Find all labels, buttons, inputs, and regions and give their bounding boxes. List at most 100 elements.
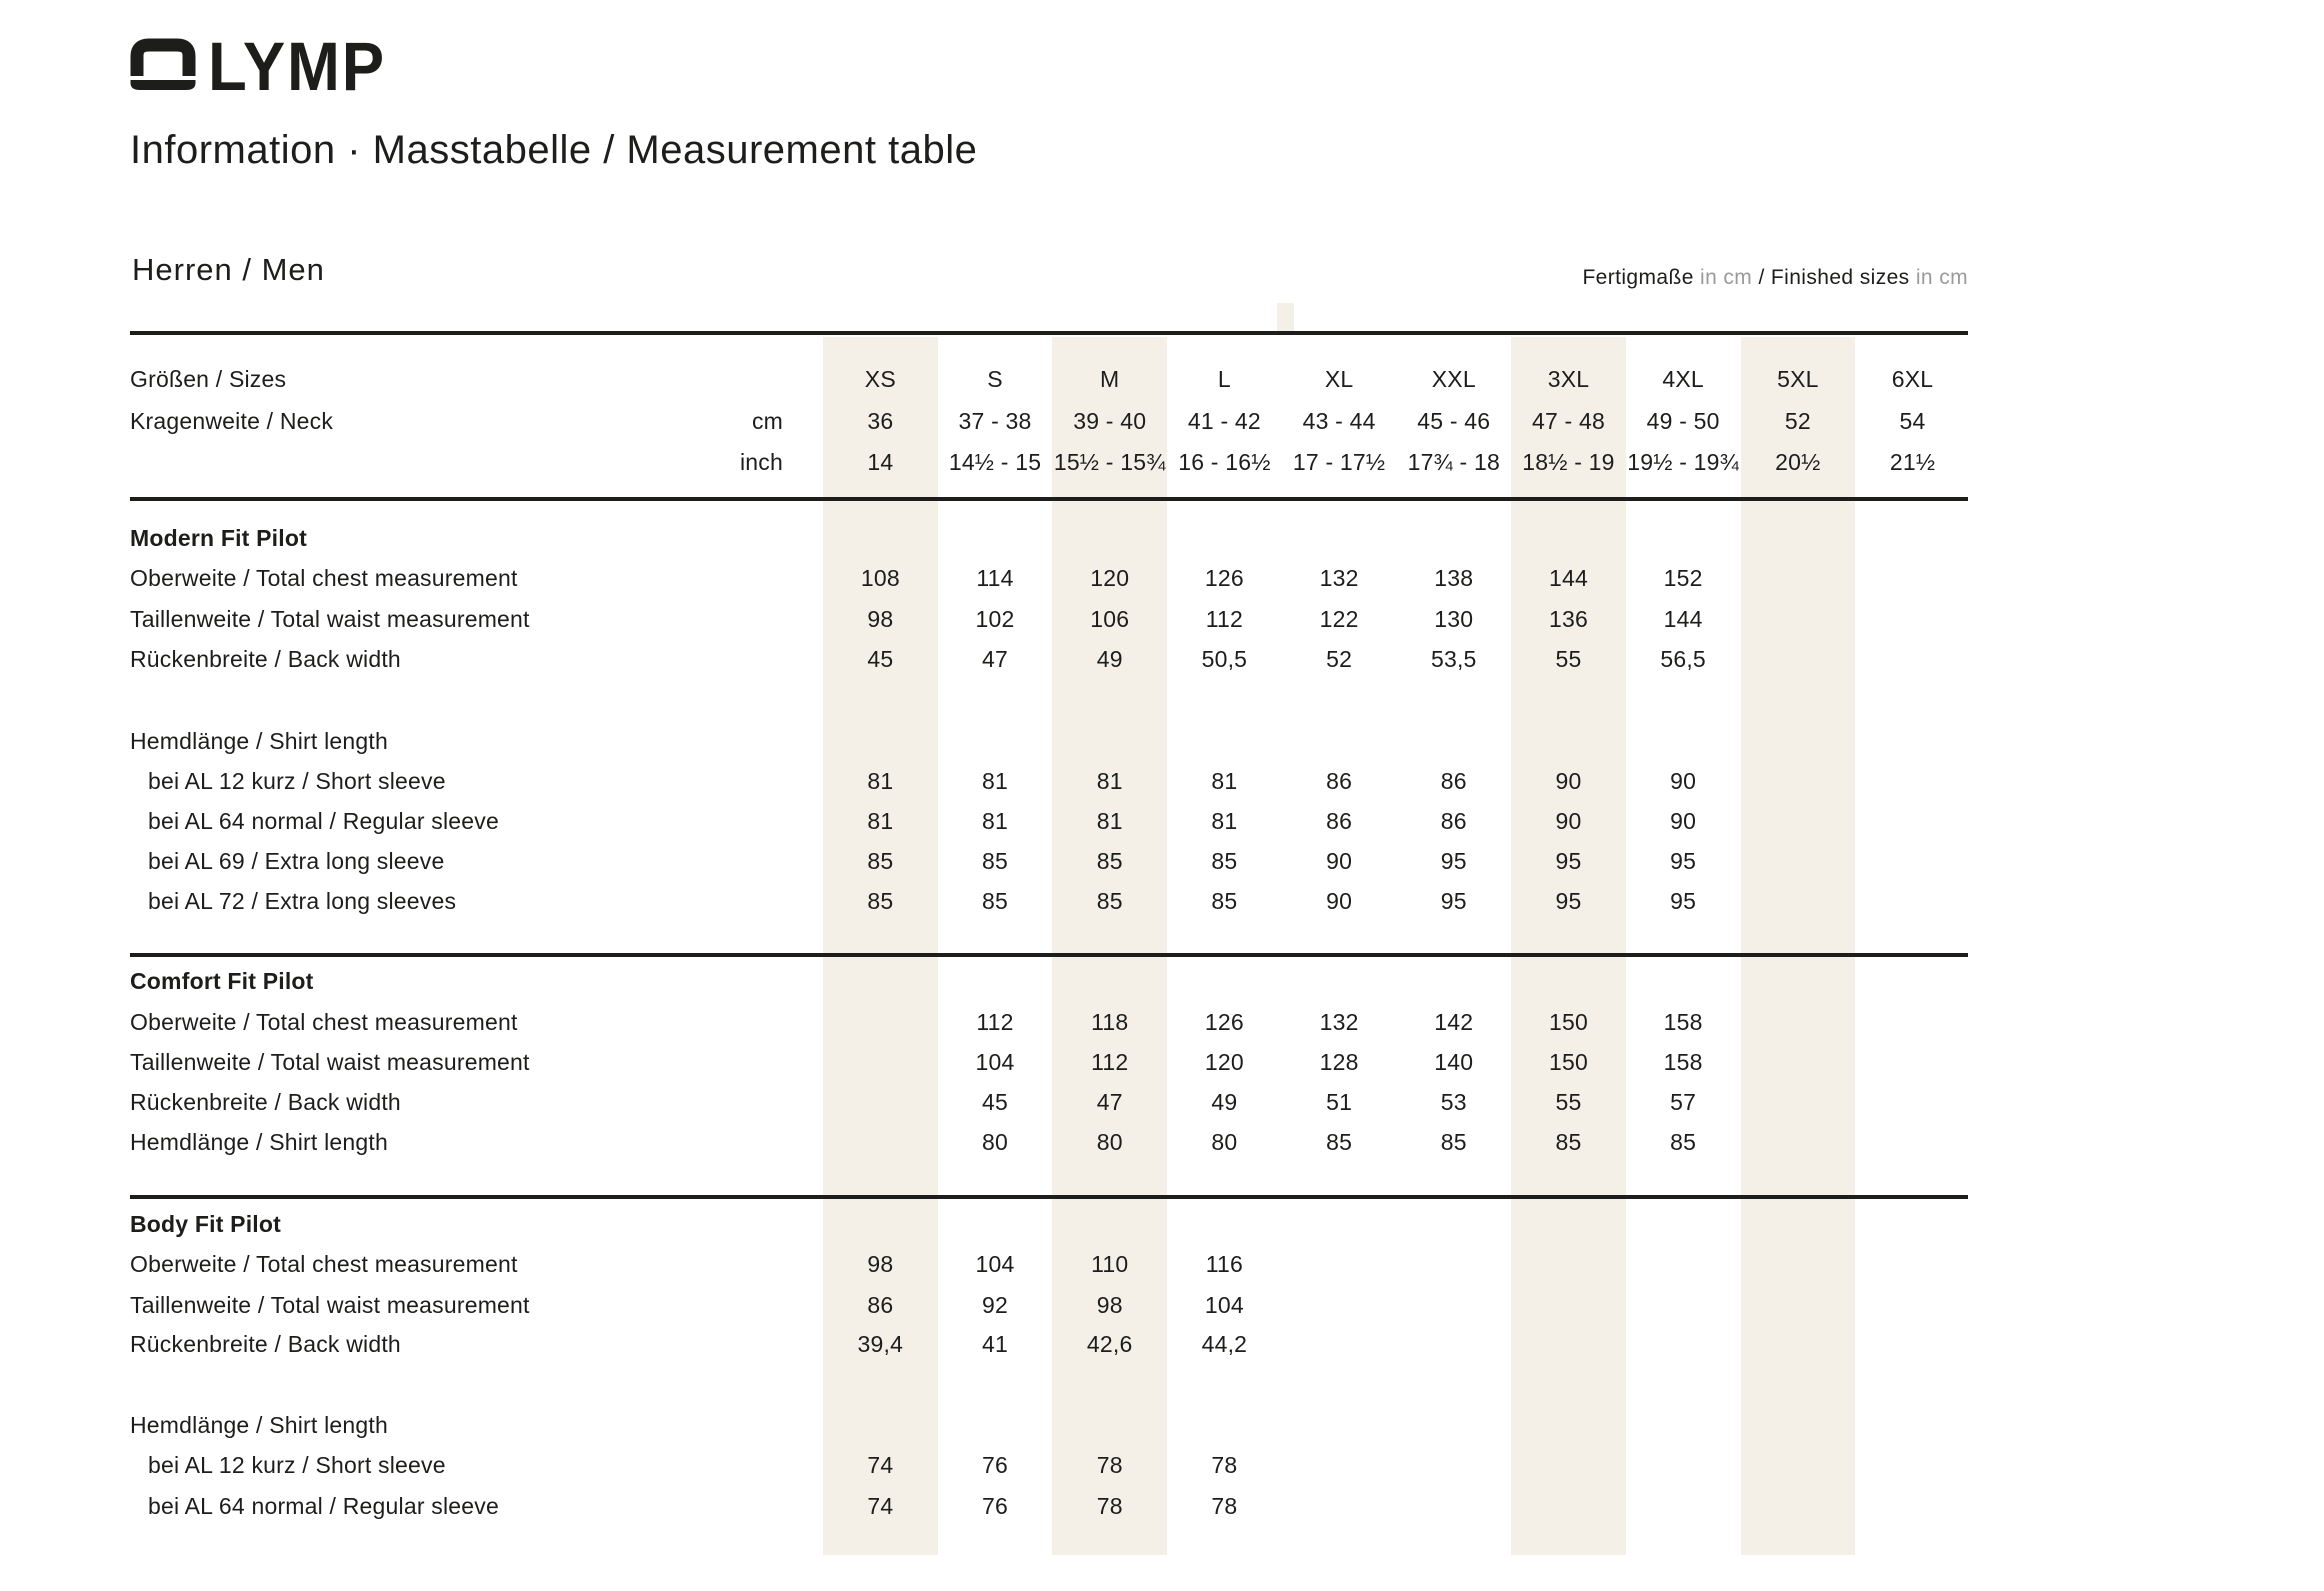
- value-cell: 126: [1204, 564, 1244, 591]
- value-cell: 85: [1670, 1128, 1697, 1155]
- table-row: Oberweite / Total chest measurement 98 104…: [130, 1247, 1970, 1281]
- value-cell: 158: [1663, 1048, 1703, 1075]
- value-cell: 90: [1670, 767, 1697, 794]
- value-cell: 80: [982, 1128, 1009, 1155]
- table-row: Rückenbreite / Back width 45 47 49 50,5 52 53,…: [130, 642, 1970, 676]
- value-cell: 140: [1434, 1048, 1474, 1075]
- value-cell: 49: [1096, 645, 1123, 672]
- value-cell: 142: [1434, 1008, 1474, 1035]
- table-row: Hemdlänge / Shirt length 80 80 80 85 85 85 85: [130, 1125, 1970, 1159]
- unit-note-part: Fertigmaße: [1582, 266, 1701, 289]
- value-cell: 39 - 40: [1073, 407, 1147, 434]
- value-cell: 39,4: [857, 1330, 904, 1357]
- value-cell: 21½: [1889, 448, 1936, 475]
- value-cell: 144: [1663, 605, 1703, 632]
- value-cell: 78: [1211, 1492, 1238, 1519]
- table-row: bei AL 12 kurz / Short sleeve 81 81 81 81 86 8…: [130, 764, 1970, 798]
- value-cell: 74: [867, 1451, 894, 1478]
- value-cell: 17¾ - 18: [1407, 448, 1500, 475]
- value-cell: 45: [982, 1088, 1009, 1115]
- value-cell: 81: [1096, 807, 1123, 834]
- value-cell: 92: [982, 1291, 1009, 1318]
- divider-line: [130, 953, 1968, 957]
- size-column-header: S: [987, 365, 1003, 392]
- value-cell: 85: [1440, 1128, 1467, 1155]
- value-cell: 85: [1211, 887, 1238, 914]
- value-cell: 98: [1096, 1291, 1123, 1318]
- value-cell: 53,5: [1430, 645, 1477, 672]
- value-cell: 49: [1211, 1088, 1238, 1115]
- value-cell: 104: [975, 1250, 1015, 1277]
- value-cell: 118: [1091, 1008, 1129, 1035]
- unit-note-part: / Finished sizes: [1752, 266, 1916, 289]
- value-cell: 81: [867, 767, 894, 794]
- row-label: bei AL 72 / Extra long sleeves: [148, 887, 457, 914]
- table-row: bei AL 64 normal / Regular sleeve 81 81 81 8…: [130, 804, 1970, 838]
- value-cell: 85: [1326, 1128, 1353, 1155]
- page-title: Information · Masstabelle / Measurement …: [130, 128, 978, 172]
- value-cell: 81: [982, 767, 1009, 794]
- value-cell: 36: [867, 407, 894, 434]
- value-cell: 95: [1440, 887, 1467, 914]
- table-row: Rückenbreite / Back width 45 47 49 51 53 55 57: [130, 1085, 1970, 1119]
- value-cell: 45: [867, 645, 894, 672]
- value-cell: 95: [1555, 887, 1582, 914]
- table-row: Hemdlänge / Shirt length: [130, 724, 1970, 758]
- value-cell: 132: [1319, 1008, 1359, 1035]
- value-cell: 98: [867, 605, 894, 632]
- olymp-logo-o-mark: [130, 38, 196, 90]
- value-cell: 76: [982, 1492, 1009, 1519]
- table-row: Taillenweite / Total waist measurement 86…: [130, 1288, 1970, 1322]
- value-cell: 80: [1096, 1128, 1123, 1155]
- table-row: Taillenweite / Total waist measurement 10…: [130, 1045, 1970, 1079]
- size-column-header: 4XL: [1662, 365, 1704, 392]
- value-cell: 81: [982, 807, 1009, 834]
- value-cell: 78: [1096, 1492, 1123, 1519]
- row-label: Größen / Sizes: [130, 365, 287, 392]
- size-column-header: XL: [1324, 365, 1354, 392]
- value-cell: 85: [1096, 847, 1123, 874]
- table-row: Hemdlänge / Shirt length: [130, 1408, 1970, 1442]
- value-cell: 55: [1555, 1088, 1582, 1115]
- size-column-header: 5XL: [1777, 365, 1819, 392]
- value-cell: 122: [1319, 605, 1359, 632]
- value-cell: 158: [1663, 1008, 1703, 1035]
- row-label: Hemdlänge / Shirt length: [130, 727, 388, 754]
- value-cell: 138: [1434, 564, 1474, 591]
- value-cell: 85: [1555, 1128, 1582, 1155]
- value-cell: 86: [1326, 767, 1353, 794]
- value-cell: 42,6: [1086, 1330, 1133, 1357]
- row-label: Oberweite / Total chest measurement: [130, 1250, 518, 1277]
- value-cell: 85: [867, 887, 894, 914]
- value-cell: 41: [982, 1330, 1009, 1357]
- row-label: Modern Fit Pilot: [130, 524, 307, 551]
- value-cell: 120: [1204, 1048, 1244, 1075]
- row-label: Hemdlänge / Shirt length: [130, 1411, 388, 1438]
- size-column-header: L: [1217, 365, 1231, 392]
- value-cell: 116: [1205, 1250, 1244, 1277]
- value-cell: 43 - 44: [1302, 407, 1376, 434]
- olymp-logo-letters: LYMP: [208, 38, 386, 92]
- divider-line: [130, 1195, 1968, 1199]
- value-cell: 86: [1440, 767, 1467, 794]
- value-cell: 50,5: [1201, 645, 1248, 672]
- value-cell: 136: [1548, 605, 1588, 632]
- value-cell: 85: [982, 887, 1009, 914]
- column-band: [1511, 337, 1626, 1555]
- value-cell: 18½ - 19: [1522, 448, 1615, 475]
- value-cell: 150: [1548, 1048, 1588, 1075]
- value-cell: 47: [1096, 1088, 1123, 1115]
- row-label: Rückenbreite / Back width: [130, 1330, 401, 1357]
- neck-inch-row: inch 14 14½ - 15 15½ - 15¾ 16 - 16½ 17 - 17½ 1…: [130, 445, 1970, 479]
- value-cell: 85: [867, 847, 894, 874]
- value-cell: 90: [1326, 847, 1353, 874]
- value-cell: 16 - 16½: [1178, 448, 1271, 475]
- value-cell: 14: [867, 448, 894, 475]
- unit-cell: inch: [740, 448, 783, 475]
- value-cell: 112: [1205, 605, 1244, 632]
- value-cell: 128: [1319, 1048, 1359, 1075]
- table-row: bei AL 69 / Extra long sleeve 85 85 85 85 90 9…: [130, 844, 1970, 878]
- size-column-header: 6XL: [1891, 365, 1934, 392]
- row-label: Oberweite / Total chest measurement: [130, 1008, 518, 1035]
- row-label: Oberweite / Total chest measurement: [130, 564, 518, 591]
